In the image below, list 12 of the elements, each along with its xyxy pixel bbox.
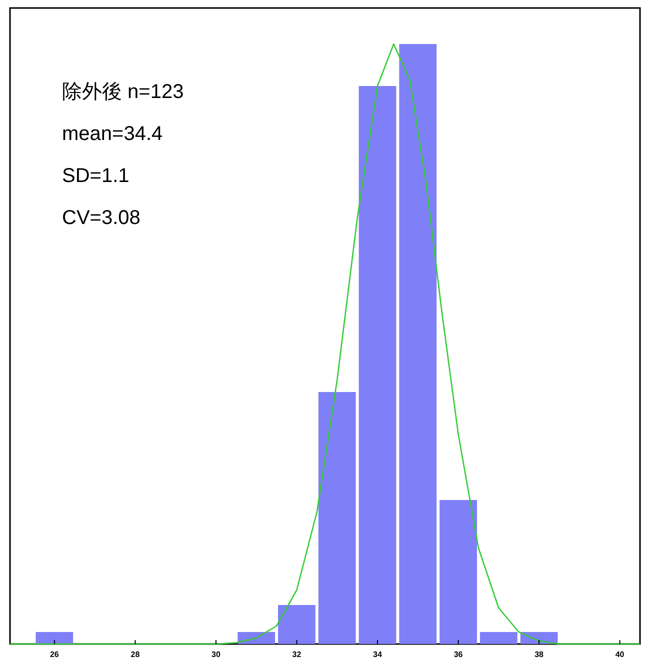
x-tick-label: 34 [373,650,382,659]
x-tick-label: 40 [615,650,625,659]
annotation: mean=34.4 [62,123,163,145]
annotation: SD=1.1 [62,165,130,187]
x-tick-label: 36 [454,650,464,659]
x-tick-label: 38 [534,650,544,659]
annotation: 除外後 n=123 [62,81,184,103]
x-tick-label: 28 [130,650,140,659]
x-tick-label: 32 [292,650,302,659]
annotation: CV=3.08 [62,207,140,229]
x-tick-label: 30 [212,650,221,659]
x-tick-label: 26 [50,650,60,659]
